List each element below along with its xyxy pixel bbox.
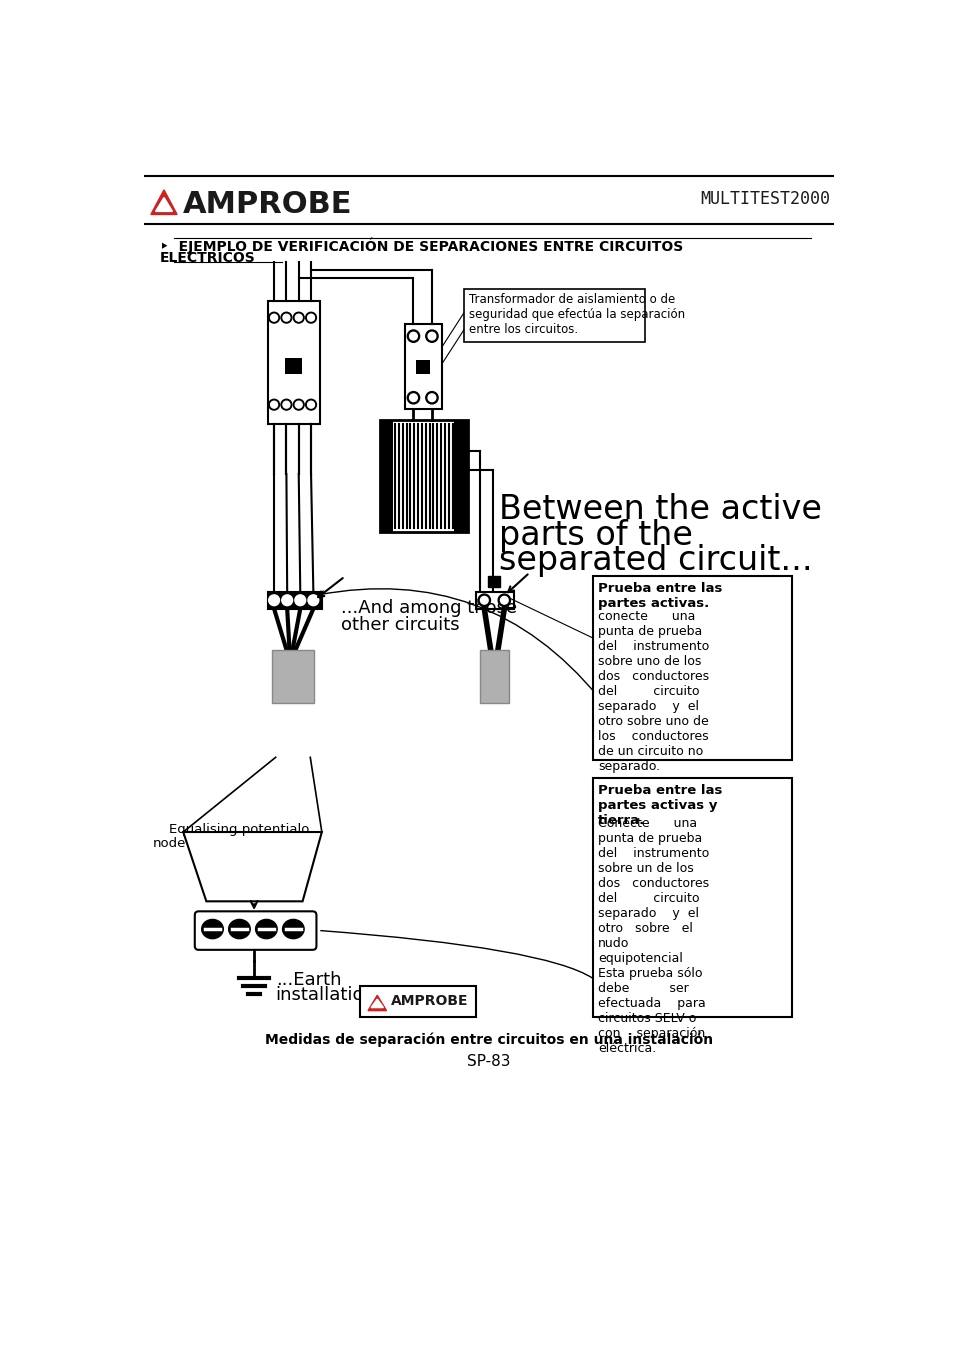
Circle shape [271,401,277,408]
Text: Prueba entre las
partes activas y
tierra.: Prueba entre las partes activas y tierra… [598,784,721,827]
Circle shape [271,315,277,322]
Text: AMPROBE: AMPROBE [391,994,468,1008]
Ellipse shape [201,920,223,939]
Bar [272,650,314,704]
Polygon shape [155,197,172,211]
Circle shape [293,400,304,411]
Circle shape [428,332,436,340]
Circle shape [295,401,302,408]
Circle shape [269,312,279,323]
Bar [476,592,514,609]
Circle shape [409,332,416,340]
Circle shape [305,400,316,411]
Text: parts of the: parts of the [498,519,692,551]
Circle shape [425,330,437,342]
Text: Transformador de aislamiento o de
seguridad que efectúa la separación
entre los : Transformador de aislamiento o de seguri… [469,293,684,336]
Circle shape [497,594,510,607]
Bar [393,420,454,532]
Polygon shape [371,1000,383,1008]
Circle shape [294,594,305,605]
Circle shape [269,594,279,605]
Text: ‣  EJEMPLO DE VERIFICACIÓN DE SEPARACIONES ENTRE CIRCUITOS: ‣ EJEMPLO DE VERIFICACIÓN DE SEPARACIONE… [160,238,682,254]
Bar [416,359,429,374]
Text: SP-83: SP-83 [467,1054,510,1069]
Text: other circuits: other circuits [341,616,459,635]
Text: ELÉCTRICOS: ELÉCTRICOS [160,251,255,265]
Text: conecte      una
punta de prueba
del    instrumento
sobre uno de los
dos   condu: conecte una punta de prueba del instrume… [598,611,709,773]
Text: AMPROBE: AMPROBE [183,190,353,219]
Text: separated circuit...: separated circuit... [498,544,812,577]
Circle shape [307,401,314,408]
Bar [285,358,301,374]
Bar [488,577,500,588]
Circle shape [295,315,302,322]
Circle shape [283,401,290,408]
Text: installation: installation [275,986,375,1004]
Circle shape [480,596,488,604]
Text: MULTITEST2000: MULTITEST2000 [700,190,829,208]
Circle shape [500,596,508,604]
Bar [592,577,791,759]
Ellipse shape [255,920,277,939]
Circle shape [281,312,292,323]
Bar [268,592,321,609]
Circle shape [409,394,416,401]
Text: node: node [152,836,186,850]
Text: Equalising potentialo: Equalising potentialo [170,823,310,836]
Circle shape [425,392,437,404]
Circle shape [428,394,436,401]
Polygon shape [368,996,386,1011]
Circle shape [305,312,316,323]
Text: Medidas de separación entre circuitos en una instalación: Medidas de separación entre circuitos en… [265,1032,712,1047]
Text: Prueba entre las
partes activas.: Prueba entre las partes activas. [598,582,721,609]
Circle shape [477,594,490,607]
Bar [379,420,468,532]
Polygon shape [151,190,177,215]
FancyBboxPatch shape [194,912,316,950]
Bar [454,420,468,532]
Text: Conecte      una
punta de prueba
del    instrumento
sobre un de los
dos   conduc: Conecte una punta de prueba del instrume… [598,816,709,1055]
Circle shape [407,330,419,342]
Text: ...Earth: ...Earth [275,970,341,989]
Ellipse shape [229,920,250,939]
Text: ...And among those: ...And among those [341,600,517,617]
Circle shape [407,392,419,404]
Circle shape [293,312,304,323]
Text: Between the active: Between the active [498,493,821,527]
Bar [379,420,393,532]
Polygon shape [183,832,321,901]
Circle shape [281,594,293,605]
Bar [360,986,476,1017]
Bar [268,301,320,424]
Ellipse shape [282,920,304,939]
Circle shape [308,594,318,605]
Bar [592,778,791,1017]
Circle shape [283,315,290,322]
Circle shape [307,315,314,322]
Circle shape [269,400,279,411]
Circle shape [281,400,292,411]
Bar [405,324,441,408]
Bar [479,650,508,704]
Bar [464,289,644,342]
